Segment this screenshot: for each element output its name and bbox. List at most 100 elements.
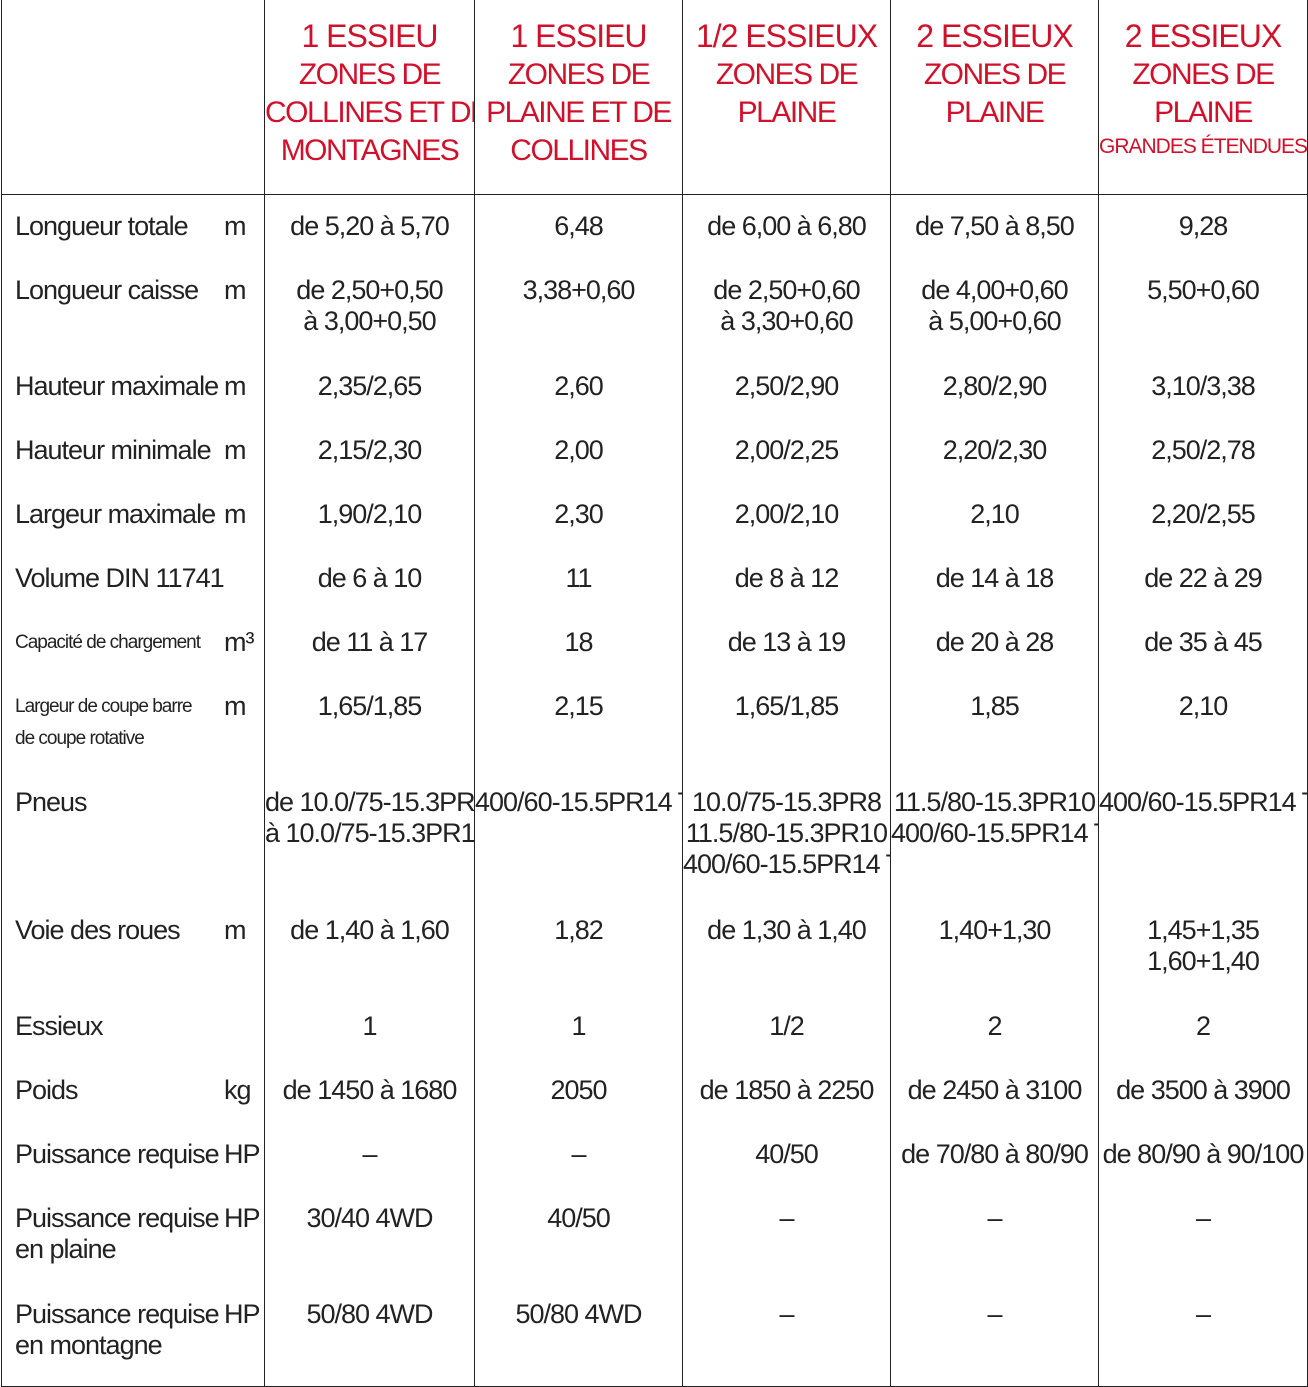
value-line: – [987, 1298, 1002, 1329]
value-line: – [987, 1202, 1002, 1233]
value-cell: 400/60-15.5PR14 Tr. [474, 770, 683, 899]
row-unit: m [224, 690, 246, 721]
value-line: 9,28 [1178, 211, 1229, 241]
row-unit: m [224, 914, 246, 945]
value-cell: – [264, 1122, 475, 1187]
value-cell: 1,82 [474, 898, 683, 995]
value-cell: de 22 à 29 [1098, 546, 1308, 611]
value-line: 1,40+1,30 [938, 914, 1052, 945]
value-line: 1,85 [970, 690, 1020, 721]
value-cell: de 1,40 à 1,60 [264, 898, 475, 995]
value-line: – [779, 1298, 794, 1329]
header-cell: 1/2 ESSIEUX ZONES DE PLAINE [682, 0, 891, 195]
zone-line: MONTAGNES [280, 134, 460, 167]
value-cell: 2050 [474, 1058, 683, 1123]
value-cell: – [474, 1122, 683, 1187]
value-cell: 50/80 4WD [474, 1282, 683, 1387]
value-cell: 1,65/1,85 [264, 674, 475, 771]
value-cell: 9,28 [1098, 194, 1308, 259]
zone-line: ZONES DE [298, 58, 442, 91]
header-cell: 1 ESSIEU ZONES DE PLAINE ET DE COLLINES [474, 0, 683, 195]
value-cell: de 8 à 12 [682, 546, 891, 611]
row-label: Puissance requise [15, 1138, 220, 1169]
value-cell: 2 [890, 994, 1099, 1059]
value-cell: 2,20/2,55 [1098, 482, 1308, 547]
value-cell: 400/60-15.5PR14 Tr. [1098, 770, 1308, 899]
value-line: 6,48 [554, 211, 604, 241]
value-line: de 4,00+0,60 [921, 274, 1068, 305]
value-line: 1,82 [554, 914, 604, 945]
value-cell: 1,85 [890, 674, 1099, 771]
value-line: – [362, 1138, 377, 1169]
value-cell: de 80/90 à 90/100 [1098, 1122, 1308, 1187]
zone-line: PLAINE [945, 96, 1045, 129]
value-line: 400/60-15.5PR14 Tr. [683, 848, 891, 879]
value-line: 2 [1195, 1010, 1211, 1041]
value-line: 2,00 [554, 434, 604, 465]
row-unit: HP [224, 1298, 261, 1329]
value-line: 1,90/2,10 [317, 498, 423, 529]
row-unit: m [224, 211, 246, 241]
table-row: Pneus de 10.0/75-15.3PR8 à 10.0/75-15.3PR1… [1, 770, 1308, 899]
value-line: de 1850 à 2250 [699, 1074, 875, 1105]
value-line: 50/80 4WD [306, 1298, 433, 1329]
row-label: Volume DIN 11741 [15, 562, 225, 593]
value-line: 2,60 [554, 370, 604, 401]
value-cell: de 6,00 à 6,80 [682, 194, 891, 259]
value-line: de 11 à 17 [311, 626, 429, 657]
zone-line: PLAINE [1154, 96, 1253, 129]
value-line: à 5,00+0,60 [928, 305, 1061, 336]
table-row: Voie des roues m de 1,40 à 1,60 1,82 de 1,30… [1, 898, 1308, 995]
zone-line: ZONES DE [507, 58, 651, 91]
value-line: de 14 à 18 [935, 562, 1055, 593]
value-line: de 8 à 12 [734, 562, 840, 593]
value-cell: 3,38+0,60 [474, 258, 683, 355]
row-label: Largeur de coupe barre [15, 695, 193, 717]
value-line: à 3,00+0,50 [303, 305, 436, 336]
value-cell: de 3500 à 3900 [1098, 1058, 1308, 1123]
row-label-cell: Longueur totale m [1, 194, 265, 259]
value-cell: 2,00/2,25 [682, 418, 891, 483]
value-line: de 1,30 à 1,40 [707, 914, 867, 945]
value-cell: 18 [474, 610, 683, 675]
value-cell: de 1450 à 1680 [264, 1058, 475, 1123]
value-line: de 1450 à 1680 [282, 1074, 458, 1105]
value-cell: 1 [474, 994, 683, 1059]
header-row: 1 ESSIEU ZONES DE COLLINES ET DE MONTAGNES 1… [1, 0, 1308, 195]
table-row: Largeur maximale m 1,90/2,10 2,30 2,00/2,10 2… [1, 482, 1308, 547]
value-line: de 2,50+0,50 [296, 274, 443, 305]
row-label: de coupe rotative [15, 727, 145, 749]
value-cell: 11.5/80-15.3PR10 400/60-15.5PR14 Tr. [890, 770, 1099, 899]
value-cell: 2,00/2,10 [682, 482, 891, 547]
value-cell: 2 [1098, 994, 1308, 1059]
value-line: – [779, 1202, 794, 1233]
value-cell: – [890, 1186, 1099, 1283]
row-label-cell: Puissance requise en plaine HP [1, 1186, 265, 1283]
table-row: Puissance requise HP – – 40/50 de 70/80 à 80/… [1, 1122, 1308, 1187]
value-line: 50/80 4WD [515, 1298, 642, 1329]
value-line: – [1195, 1298, 1211, 1329]
value-line: 40/50 [547, 1202, 611, 1233]
zone-line: COLLINES ET DE [265, 96, 475, 129]
value-line: de 22 à 29 [1144, 562, 1263, 593]
value-cell: de 35 à 45 [1098, 610, 1308, 675]
value-line: 1,60+1,40 [1147, 945, 1260, 976]
value-line: 1,65/1,85 [317, 690, 423, 721]
row-label-cell: Voie des roues m [1, 898, 265, 995]
value-line: à 3,30+0,60 [720, 305, 853, 336]
value-line: 30/40 4WD [306, 1202, 433, 1233]
value-line: 400/60-15.5PR14 Tr. [475, 786, 683, 817]
row-unit: m [224, 370, 246, 401]
value-line: de 70/80 à 80/90 [901, 1138, 1089, 1169]
table-row: Longueur caisse m de 2,50+0,50 à 3,00+0,50 3… [1, 258, 1308, 355]
axle-label: 1 ESSIEU [510, 18, 647, 54]
value-line: de 5,20 à 5,70 [290, 211, 450, 241]
value-cell: de 2,50+0,60 à 3,30+0,60 [682, 258, 891, 355]
row-label: Longueur totale [15, 211, 189, 241]
axle-label: 1/2 ESSIEUX [695, 18, 878, 54]
row-label-cell: Largeur de coupe barre de coupe rotative m [1, 674, 265, 771]
value-cell: 2,60 [474, 354, 683, 419]
value-cell: de 1,30 à 1,40 [682, 898, 891, 995]
value-cell: 1,40+1,30 [890, 898, 1099, 995]
zone-line: ZONES DE [923, 58, 1067, 91]
